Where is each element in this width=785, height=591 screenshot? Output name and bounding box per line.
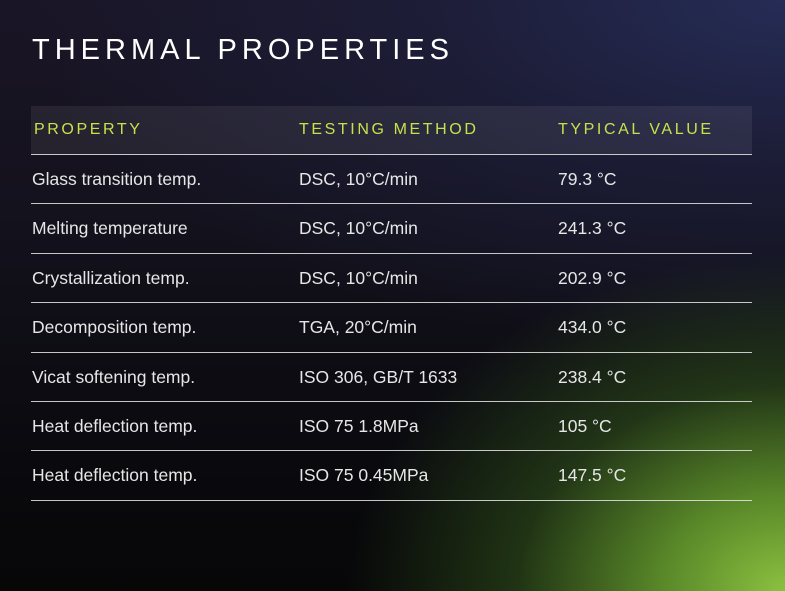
table-row: Melting temperature DSC, 10°C/min 241.3 … xyxy=(31,204,752,254)
method-cell: ISO 75 0.45MPa xyxy=(299,465,429,486)
header-typical-value: TYPICAL VALUE xyxy=(558,121,714,138)
property-cell: Crystallization temp. xyxy=(32,267,190,288)
property-cell: Glass transition temp. xyxy=(32,169,202,189)
value-cell: 434.0 °C xyxy=(558,317,627,338)
table-row: Vicat softening temp. ISO 306, GB/T 1633… xyxy=(31,353,752,402)
header-testing-method: TESTING METHOD xyxy=(299,121,479,138)
method-cell: DSC, 10°C/min xyxy=(299,218,418,239)
value-cell: 79.3 °C xyxy=(558,169,617,189)
table-header-row: PROPERTY TESTING METHOD TYPICAL VALUE xyxy=(31,106,752,155)
method-cell: ISO 306, GB/T 1633 xyxy=(299,366,458,387)
property-cell: Melting temperature xyxy=(32,218,188,239)
method-cell: ISO 75 1.8MPa xyxy=(299,415,419,436)
method-cell: TGA, 20°C/min xyxy=(299,317,417,338)
table-row: Glass transition temp. DSC, 10°C/min 79.… xyxy=(31,155,752,205)
table-row: Crystallization temp. DSC, 10°C/min 202.… xyxy=(31,254,752,304)
value-cell: 241.3 °C xyxy=(558,218,627,239)
property-cell: Heat deflection temp. xyxy=(32,465,198,486)
value-cell: 147.5 °C xyxy=(558,465,627,486)
value-cell: 105 °C xyxy=(558,415,612,436)
method-cell: DSC, 10°C/min xyxy=(299,267,418,288)
method-cell: DSC, 10°C/min xyxy=(299,169,418,189)
header-property: PROPERTY xyxy=(34,121,143,138)
table-row: Decomposition temp. TGA, 20°C/min 434.0 … xyxy=(31,303,752,353)
thermal-properties-table: PROPERTY TESTING METHOD TYPICAL VALUE Gl… xyxy=(31,106,752,501)
property-cell: Vicat softening temp. xyxy=(32,366,196,387)
page-title: THERMAL PROPERTIES xyxy=(32,34,454,66)
table-row: Heat deflection temp. ISO 75 0.45MPa 147… xyxy=(31,451,752,501)
property-cell: Heat deflection temp. xyxy=(32,415,198,436)
value-cell: 202.9 °C xyxy=(558,267,627,288)
property-cell: Decomposition temp. xyxy=(32,317,197,338)
table-row: Heat deflection temp. ISO 75 1.8MPa 105 … xyxy=(31,402,752,452)
value-cell: 238.4 °C xyxy=(558,366,627,387)
